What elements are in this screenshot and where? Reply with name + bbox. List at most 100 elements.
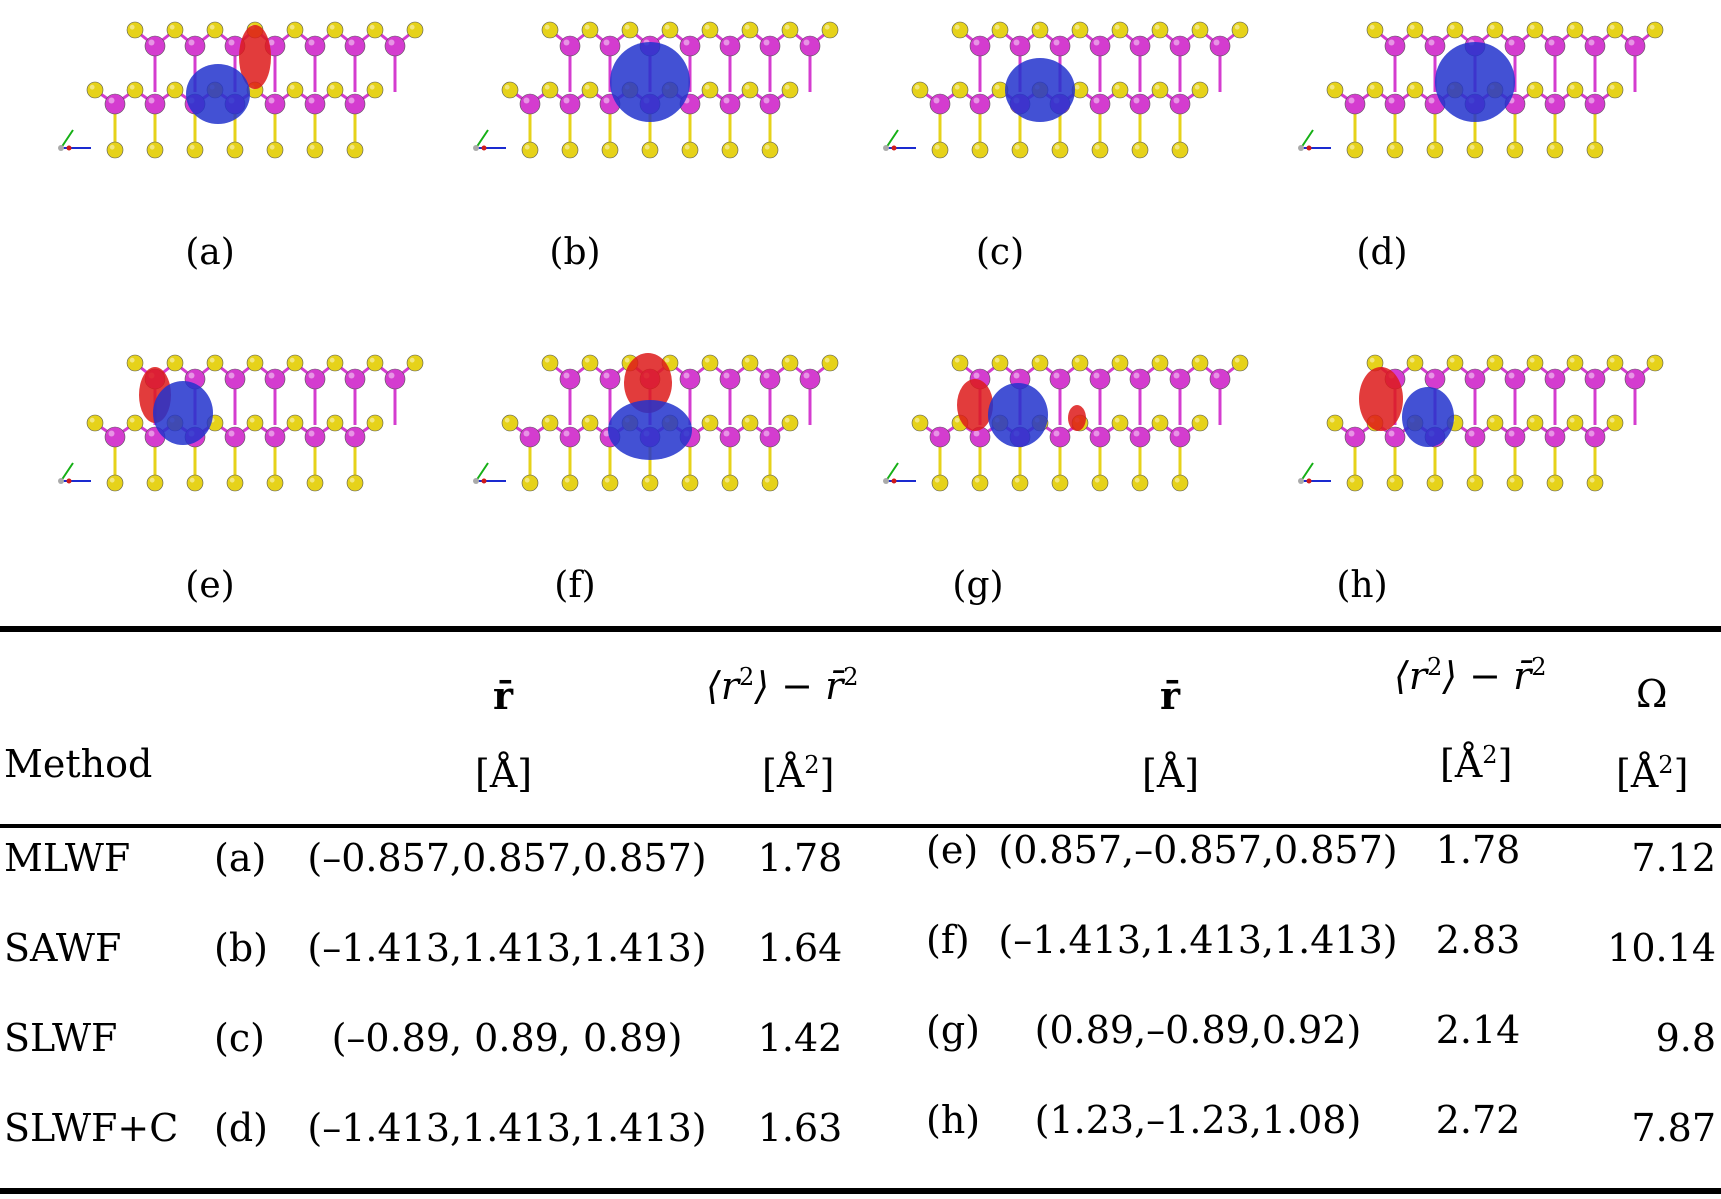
sulfur-atom — [406, 354, 424, 372]
sulfur-atom — [951, 81, 969, 99]
wannier-function-plot — [58, 354, 424, 492]
atom-highlight — [1053, 372, 1060, 379]
atom-highlight — [524, 477, 530, 483]
row-position-left: (–1.413,1.413,1.413) — [307, 926, 707, 970]
header-spread-unit-1: [Å2] — [762, 751, 835, 796]
atom-highlight — [1609, 24, 1615, 30]
panel-caption: (e) — [185, 565, 235, 606]
positive-lobe — [988, 383, 1048, 447]
sulfur-atom — [366, 414, 384, 432]
sulfur-atom — [1386, 474, 1404, 492]
metal-atom — [1129, 93, 1151, 115]
atom-highlight — [1093, 430, 1100, 437]
atom-highlight — [1074, 84, 1080, 90]
atom-highlight — [584, 357, 590, 363]
table-bottom-rule — [0, 1188, 1721, 1194]
table-top-rule — [0, 626, 1721, 632]
atom-highlight — [1588, 97, 1595, 104]
atom-highlight — [1114, 24, 1120, 30]
atom-highlight — [1093, 39, 1100, 46]
atom-highlight — [524, 144, 530, 150]
atom-highlight — [603, 97, 610, 104]
atom-highlight — [1154, 417, 1160, 423]
row-omega: 7.12 — [1631, 836, 1716, 880]
wannier-panel — [880, 345, 1260, 515]
atom-highlight — [1548, 39, 1555, 46]
atom-highlight — [1589, 144, 1595, 150]
atom-highlight — [1548, 430, 1555, 437]
sulfur-atom — [741, 414, 759, 432]
atom-highlight — [1429, 144, 1435, 150]
atom-highlight — [1213, 39, 1220, 46]
atom-highlight — [784, 357, 790, 363]
atom-highlight — [704, 417, 710, 423]
metal-atom — [1544, 35, 1566, 57]
metal-atom — [344, 93, 366, 115]
atom-highlight — [1409, 84, 1415, 90]
atom-highlight — [764, 477, 770, 483]
sulfur-atom — [1366, 81, 1384, 99]
sulfur-atom — [406, 21, 424, 39]
atom-highlight — [523, 97, 530, 104]
atom-highlight — [1509, 477, 1515, 483]
atom-highlight — [954, 357, 960, 363]
crystal-lattice — [911, 21, 1249, 159]
panel-caption: (f) — [554, 565, 596, 606]
atom-highlight — [1134, 144, 1140, 150]
atom-highlight — [544, 24, 550, 30]
atom-highlight — [1013, 372, 1020, 379]
atom-highlight — [1609, 417, 1615, 423]
axis-triad-icon — [883, 129, 916, 151]
sulfur-atom — [761, 141, 779, 159]
sulfur-atom — [1326, 414, 1344, 432]
metal-atom — [1089, 426, 1111, 448]
sulfur-atom — [206, 21, 224, 39]
row-position-left: (–1.413,1.413,1.413) — [307, 1106, 707, 1150]
atom-highlight — [228, 430, 235, 437]
sulfur-atom — [286, 414, 304, 432]
wannier-panel — [1295, 345, 1675, 515]
metal-atom — [1089, 35, 1111, 57]
axis-triad-icon — [58, 129, 91, 151]
atom-highlight — [1588, 372, 1595, 379]
atom-highlight — [544, 417, 550, 423]
atom-highlight — [683, 39, 690, 46]
atom-highlight — [348, 372, 355, 379]
atom-highlight — [784, 84, 790, 90]
metal-atom — [559, 35, 581, 57]
sulfur-atom — [1486, 354, 1504, 372]
atom-highlight — [269, 477, 275, 483]
atom-highlight — [723, 372, 730, 379]
sulfur-atom — [701, 21, 719, 39]
sulfur-atom — [1526, 354, 1544, 372]
sulfur-atom — [821, 21, 839, 39]
sulfur-atom — [701, 414, 719, 432]
axis-triad-icon — [473, 462, 506, 484]
row-position-right: (1.23,–1.23,1.08) — [1034, 1098, 1362, 1142]
sulfur-atom — [781, 81, 799, 99]
atom-highlight — [228, 39, 235, 46]
atom-highlight — [289, 84, 295, 90]
metal-atom — [679, 368, 701, 390]
atom-highlight — [1194, 24, 1200, 30]
header-omega: Ω — [1636, 672, 1668, 716]
atom-highlight — [1469, 477, 1475, 483]
positive-lobe — [610, 42, 690, 122]
atom-highlight — [1449, 357, 1455, 363]
metal-atom — [1129, 426, 1151, 448]
positive-lobe — [608, 400, 692, 460]
crystal-lattice — [86, 21, 424, 159]
atom-highlight — [1469, 144, 1475, 150]
atom-highlight — [1349, 477, 1355, 483]
sulfur-atom — [246, 414, 264, 432]
sulfur-atom — [306, 474, 324, 492]
sulfur-atom — [366, 354, 384, 372]
atom-highlight — [1114, 357, 1120, 363]
atom-highlight — [169, 84, 175, 90]
atom-highlight — [1348, 97, 1355, 104]
sulfur-atom — [1191, 414, 1209, 432]
atom-highlight — [1509, 144, 1515, 150]
row-position-right: (0.857,–0.857,0.857) — [998, 828, 1398, 872]
metal-atom — [1384, 93, 1406, 115]
atom-highlight — [148, 39, 155, 46]
